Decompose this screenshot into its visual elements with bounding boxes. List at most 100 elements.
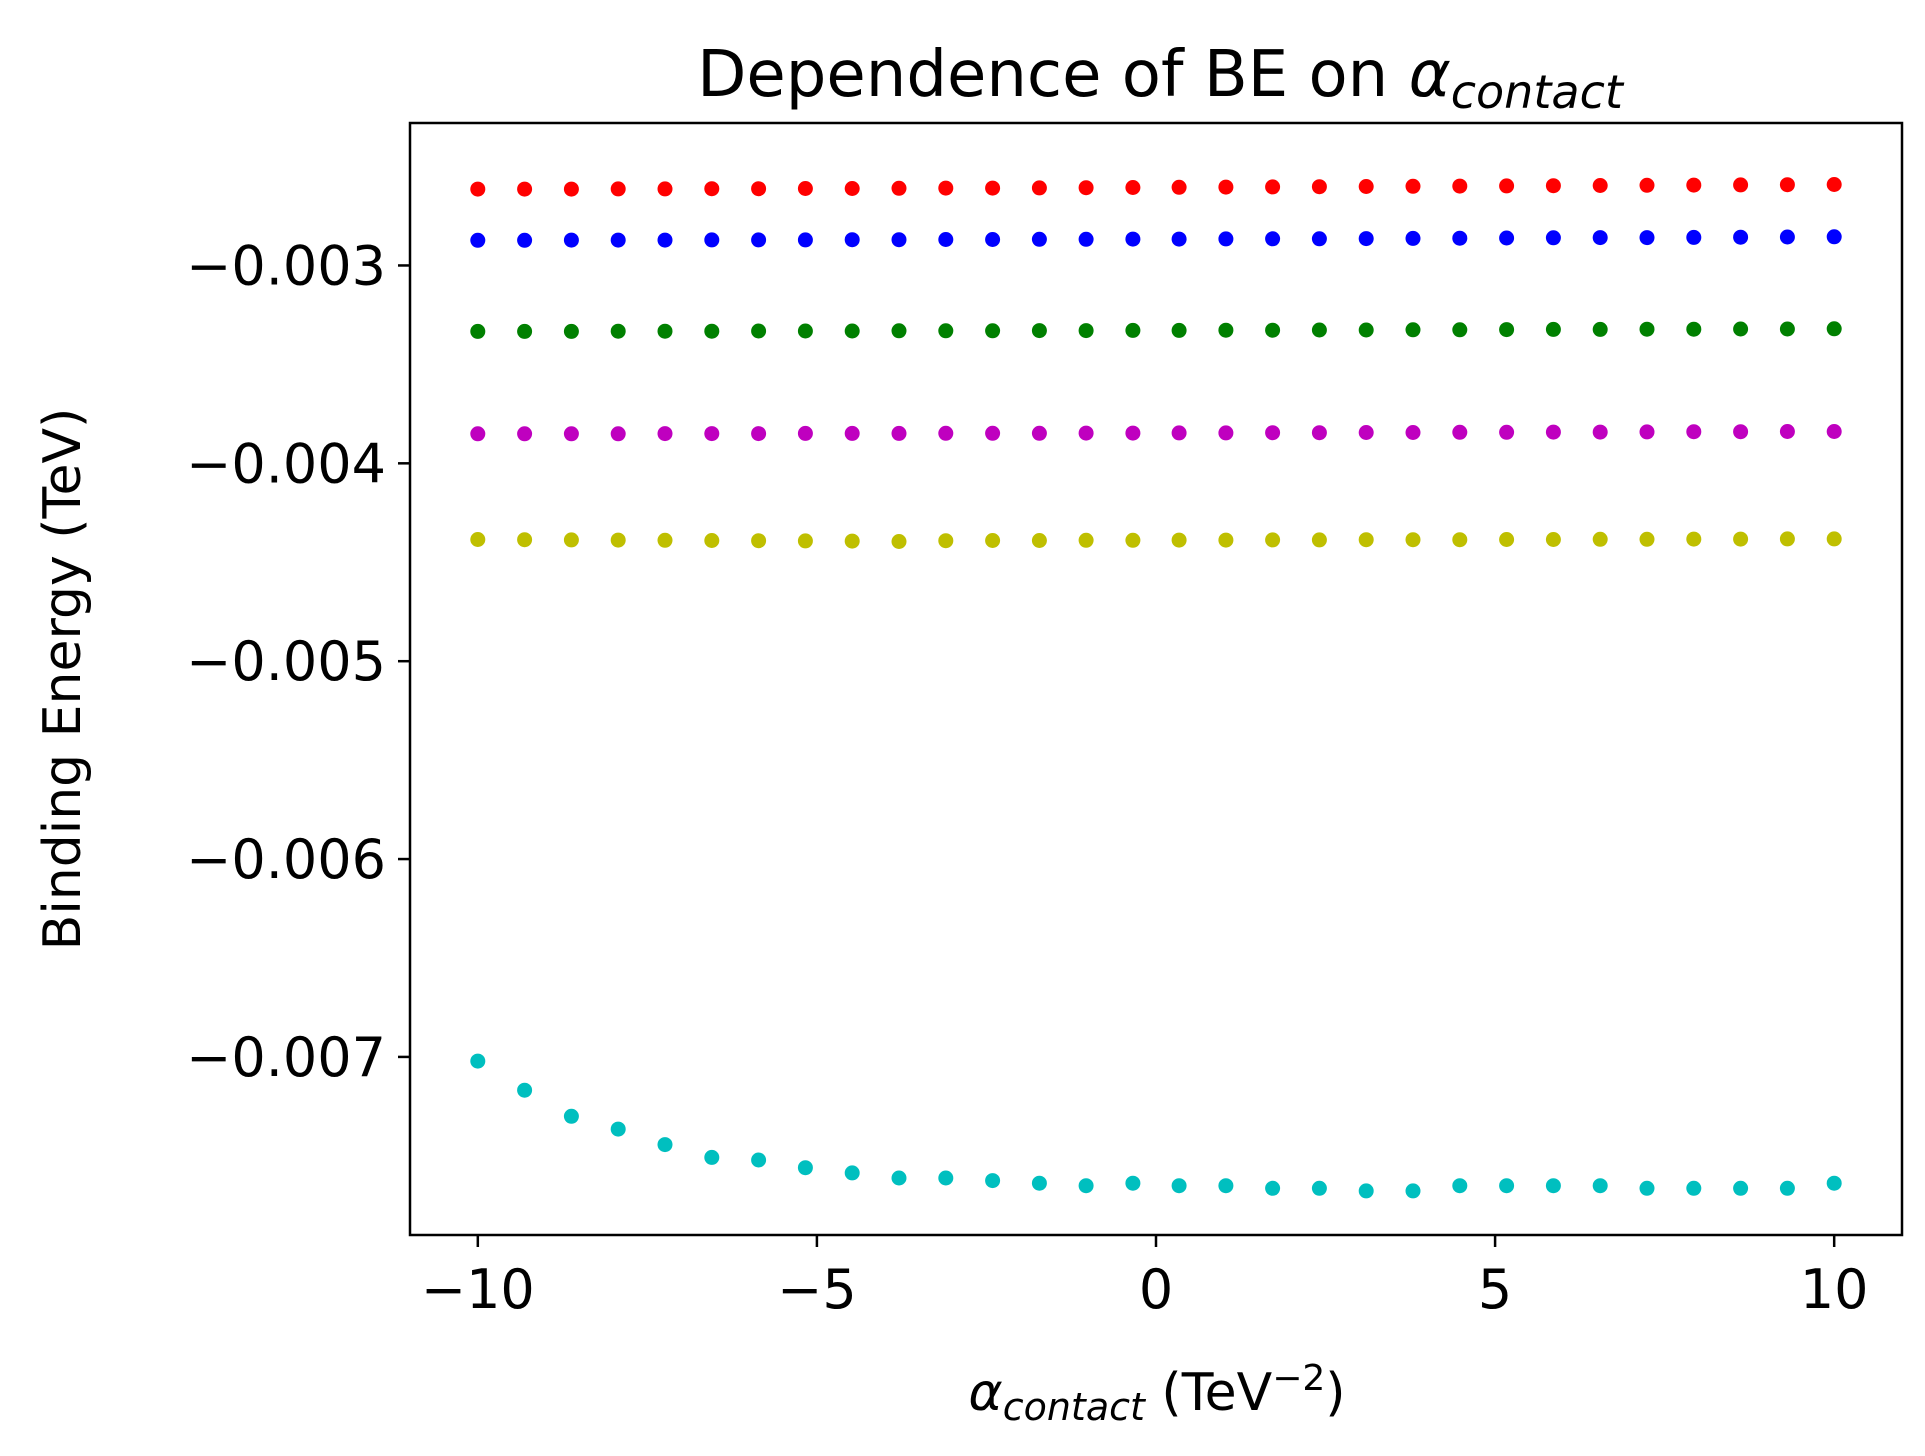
data-point	[1358, 179, 1374, 194]
data-point	[1358, 425, 1374, 440]
data-point	[751, 1152, 767, 1168]
data-point	[938, 1170, 954, 1186]
data-point	[891, 232, 907, 248]
data-point	[1639, 531, 1655, 547]
series-green	[470, 321, 1842, 339]
data-point	[704, 232, 720, 248]
data-point	[1639, 230, 1655, 246]
x-tick-label: 10	[1800, 1258, 1869, 1321]
data-point	[1452, 532, 1468, 548]
data-point	[938, 180, 954, 196]
data-point	[1826, 531, 1842, 547]
series-yellow	[470, 531, 1842, 549]
y-tick-label: −0.004	[186, 432, 386, 495]
data-point	[1171, 1178, 1187, 1194]
data-point	[563, 532, 579, 548]
series-cyan	[470, 1053, 1842, 1199]
data-point	[1171, 322, 1187, 338]
data-point	[751, 323, 767, 339]
data-point	[1031, 323, 1047, 339]
data-point	[1358, 231, 1374, 247]
data-point	[1686, 229, 1702, 245]
plot-area	[408, 121, 1904, 1237]
data-point	[517, 426, 533, 442]
data-point	[1686, 321, 1702, 337]
data-point	[1686, 177, 1702, 193]
data-point	[1545, 1178, 1561, 1194]
data-point	[1452, 424, 1468, 440]
data-point	[1779, 229, 1795, 245]
data-point	[1265, 425, 1281, 441]
data-point	[1358, 322, 1374, 338]
data-point	[1452, 230, 1468, 246]
xlabel-unit: (TeV	[1145, 1363, 1273, 1423]
data-point	[844, 425, 860, 441]
data-point	[563, 1108, 579, 1124]
data-point	[1639, 1180, 1655, 1196]
data-point	[1265, 532, 1281, 548]
data-point	[1171, 425, 1187, 441]
x-axis-ticks: −10 −5 0 5 10	[421, 1235, 1869, 1321]
data-point	[1826, 1175, 1842, 1191]
data-point	[1686, 1180, 1702, 1196]
data-point	[1078, 231, 1094, 247]
y-axis-ticks: −0.003 −0.004 −0.005 −0.006 −0.007	[186, 234, 410, 1089]
data-point	[1218, 179, 1234, 195]
data-point	[891, 1170, 907, 1186]
data-point	[1452, 178, 1468, 194]
data-point	[470, 426, 486, 442]
data-point	[1545, 230, 1561, 246]
data-point	[1171, 179, 1187, 195]
data-point	[1405, 425, 1421, 440]
data-point	[985, 180, 1001, 196]
data-point	[704, 426, 720, 442]
data-point	[985, 323, 1001, 339]
series-red	[470, 177, 1842, 197]
data-point	[1125, 425, 1141, 441]
data-point	[1311, 532, 1327, 548]
x-axis-label: αcontact (TeV−2)	[968, 1358, 1345, 1429]
data-point	[1125, 180, 1141, 195]
data-point	[610, 1121, 626, 1137]
data-point	[1733, 424, 1749, 440]
data-point	[1733, 321, 1749, 337]
data-point	[844, 533, 860, 549]
data-point	[1592, 1178, 1608, 1194]
data-point	[1405, 532, 1421, 548]
data-point	[1499, 424, 1515, 440]
data-point	[1826, 321, 1842, 337]
data-point	[1639, 177, 1655, 193]
y-tick-label: −0.007	[186, 1026, 386, 1089]
data-point	[1545, 424, 1561, 440]
data-point	[563, 323, 579, 339]
data-point	[1592, 178, 1608, 193]
y-tick-label: −0.006	[186, 828, 386, 891]
data-point	[610, 532, 626, 548]
data-point	[1031, 231, 1047, 247]
data-point	[751, 181, 767, 197]
data-point	[938, 533, 954, 549]
data-point	[1779, 531, 1795, 547]
y-tick-label: −0.005	[186, 630, 386, 693]
data-point	[985, 1173, 1001, 1189]
data-point	[1733, 177, 1749, 193]
data-point	[1078, 425, 1094, 441]
data-point	[797, 1160, 813, 1176]
x-tick-label: −10	[421, 1258, 535, 1321]
title-text: Dependence of BE on	[697, 38, 1408, 112]
data-point	[1218, 231, 1234, 247]
data-point	[985, 232, 1001, 247]
data-point	[517, 1082, 533, 1098]
xlabel-subscript: contact	[1003, 1385, 1147, 1429]
data-point	[751, 232, 767, 248]
data-point	[1405, 1183, 1421, 1199]
data-point	[938, 323, 954, 339]
data-point	[751, 426, 767, 442]
data-point	[470, 323, 486, 339]
data-point	[1125, 231, 1141, 247]
data-point	[563, 426, 579, 442]
title-alpha-symbol: α	[1409, 38, 1451, 112]
data-point	[1078, 180, 1094, 196]
data-point	[563, 181, 579, 197]
